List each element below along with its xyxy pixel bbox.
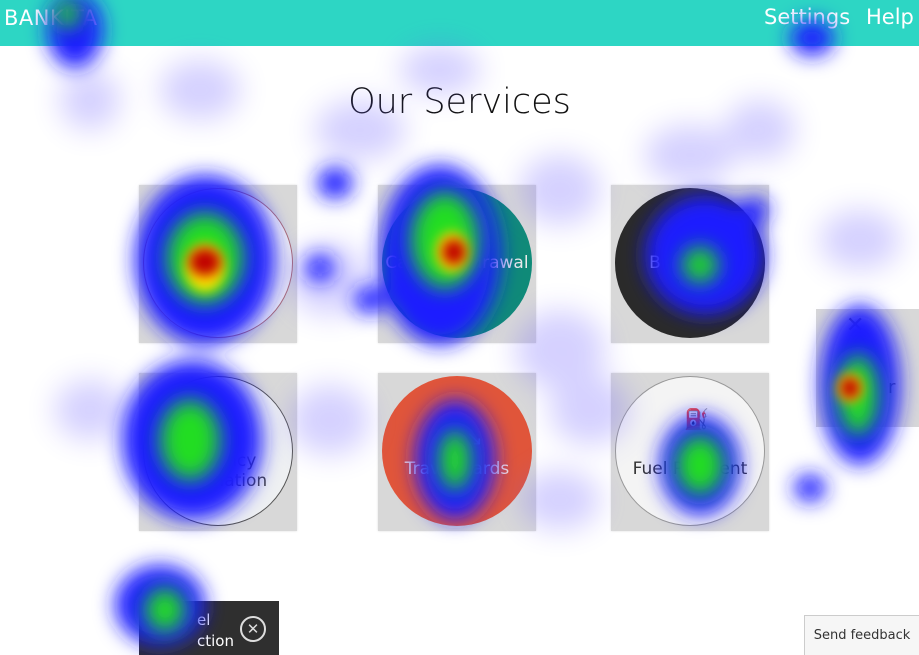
service-circle: ⛽ Fuel Payment <box>615 376 765 526</box>
service-label: B <box>649 252 661 273</box>
brand-logo[interactable]: BANKITA <box>4 6 98 30</box>
service-tile-fuel-payment[interactable]: ⛽ Fuel Payment <box>611 373 769 531</box>
chat-panel[interactable]: el ction ✕ <box>139 601 279 655</box>
service-circle <box>143 188 293 338</box>
chat-text-line-1: el <box>197 611 211 629</box>
nav-help-link[interactable]: Help <box>866 5 914 29</box>
nav-settings-link[interactable]: Settings <box>764 5 851 29</box>
arrow-icon: ↘ <box>466 426 483 450</box>
service-circle: ⚑ Currency Information <box>143 376 293 526</box>
service-label: Travel Cards <box>404 458 510 479</box>
service-tile-partial[interactable]: ✕ r <box>816 309 919 427</box>
service-tile-1[interactable] <box>139 185 297 343</box>
service-tile-cash-withdrawal[interactable]: Cash Withdrawal <box>378 185 536 343</box>
page-title: Our Services <box>348 82 571 122</box>
top-bar: BANKITA Settings Help <box>0 0 919 46</box>
service-label: Cash Withdrawal <box>385 252 529 273</box>
send-feedback-button[interactable]: Send feedback <box>804 615 919 655</box>
fuel-icon: ⛽ <box>684 407 709 431</box>
service-tile-travel-cards[interactable]: ↘ Travel Cards <box>378 373 536 531</box>
flag-icon: ⚑ <box>214 403 232 427</box>
cross-icon: ✕ <box>846 313 865 338</box>
service-circle: Cash Withdrawal <box>382 188 532 338</box>
service-label: r <box>888 377 896 398</box>
close-circle-icon[interactable]: ✕ <box>240 616 266 642</box>
service-tile-currency-information[interactable]: ⚑ Currency Information <box>139 373 297 531</box>
chat-text-line-2: ction <box>197 632 234 650</box>
service-circle: B <box>615 188 765 338</box>
service-circle: ↘ Travel Cards <box>382 376 532 526</box>
service-label: Fuel Payment <box>632 458 748 479</box>
service-tile-3[interactable]: B <box>611 185 769 343</box>
